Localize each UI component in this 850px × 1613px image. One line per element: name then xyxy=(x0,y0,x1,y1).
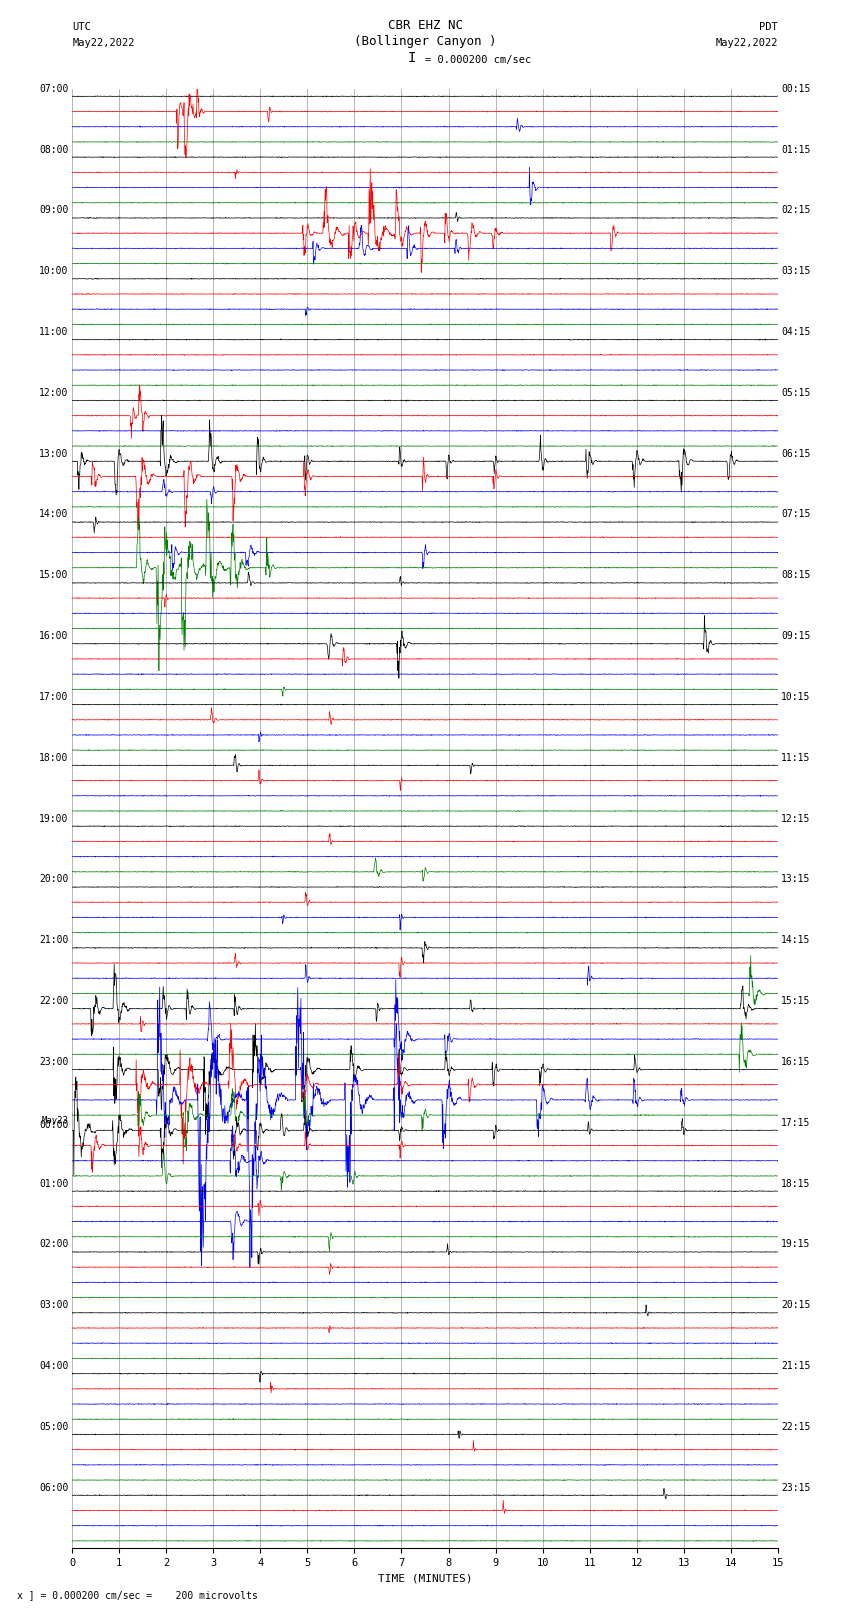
Text: 14:15: 14:15 xyxy=(781,936,811,945)
Text: 23:00: 23:00 xyxy=(39,1057,69,1066)
Text: 09:00: 09:00 xyxy=(39,205,69,216)
Text: 02:15: 02:15 xyxy=(781,205,811,216)
Text: 09:15: 09:15 xyxy=(781,631,811,640)
Text: 06:15: 06:15 xyxy=(781,448,811,458)
Text: = 0.000200 cm/sec: = 0.000200 cm/sec xyxy=(425,55,531,65)
Text: May23: May23 xyxy=(42,1116,69,1124)
Text: 03:00: 03:00 xyxy=(39,1300,69,1310)
Text: 10:00: 10:00 xyxy=(39,266,69,276)
Text: 13:00: 13:00 xyxy=(39,448,69,458)
Text: 13:15: 13:15 xyxy=(781,874,811,884)
Text: 02:00: 02:00 xyxy=(39,1239,69,1250)
Text: 04:15: 04:15 xyxy=(781,327,811,337)
Text: 06:00: 06:00 xyxy=(39,1482,69,1492)
Text: 19:00: 19:00 xyxy=(39,813,69,824)
Text: 22:15: 22:15 xyxy=(781,1421,811,1432)
Text: 22:00: 22:00 xyxy=(39,997,69,1007)
Text: x ] = 0.000200 cm/sec =    200 microvolts: x ] = 0.000200 cm/sec = 200 microvolts xyxy=(17,1590,258,1600)
Text: 16:00: 16:00 xyxy=(39,631,69,640)
Text: 11:00: 11:00 xyxy=(39,327,69,337)
Text: 19:15: 19:15 xyxy=(781,1239,811,1250)
Text: 05:00: 05:00 xyxy=(39,1421,69,1432)
Text: 20:15: 20:15 xyxy=(781,1300,811,1310)
Text: 03:15: 03:15 xyxy=(781,266,811,276)
Text: I: I xyxy=(408,50,416,65)
Text: CBR EHZ NC: CBR EHZ NC xyxy=(388,19,462,32)
Text: 17:00: 17:00 xyxy=(39,692,69,702)
Text: 23:15: 23:15 xyxy=(781,1482,811,1492)
Text: (Bollinger Canyon ): (Bollinger Canyon ) xyxy=(354,35,496,48)
Text: 18:15: 18:15 xyxy=(781,1179,811,1189)
Text: 00:00: 00:00 xyxy=(39,1119,69,1131)
Text: 05:15: 05:15 xyxy=(781,387,811,398)
Text: May22,2022: May22,2022 xyxy=(72,39,135,48)
Text: 21:15: 21:15 xyxy=(781,1361,811,1371)
Text: 12:00: 12:00 xyxy=(39,387,69,398)
Text: 12:15: 12:15 xyxy=(781,813,811,824)
Text: 08:00: 08:00 xyxy=(39,145,69,155)
Text: 07:15: 07:15 xyxy=(781,510,811,519)
Text: 01:15: 01:15 xyxy=(781,145,811,155)
X-axis label: TIME (MINUTES): TIME (MINUTES) xyxy=(377,1574,473,1584)
Text: 21:00: 21:00 xyxy=(39,936,69,945)
Text: 17:15: 17:15 xyxy=(781,1118,811,1127)
Text: 15:15: 15:15 xyxy=(781,997,811,1007)
Text: 14:00: 14:00 xyxy=(39,510,69,519)
Text: PDT: PDT xyxy=(759,23,778,32)
Text: 07:00: 07:00 xyxy=(39,84,69,94)
Text: 01:00: 01:00 xyxy=(39,1179,69,1189)
Text: 08:15: 08:15 xyxy=(781,571,811,581)
Text: 04:00: 04:00 xyxy=(39,1361,69,1371)
Text: 15:00: 15:00 xyxy=(39,571,69,581)
Text: 10:15: 10:15 xyxy=(781,692,811,702)
Text: 00:15: 00:15 xyxy=(781,84,811,94)
Text: 16:15: 16:15 xyxy=(781,1057,811,1066)
Text: May22,2022: May22,2022 xyxy=(715,39,778,48)
Text: 18:00: 18:00 xyxy=(39,753,69,763)
Text: 20:00: 20:00 xyxy=(39,874,69,884)
Text: 11:15: 11:15 xyxy=(781,753,811,763)
Text: UTC: UTC xyxy=(72,23,91,32)
